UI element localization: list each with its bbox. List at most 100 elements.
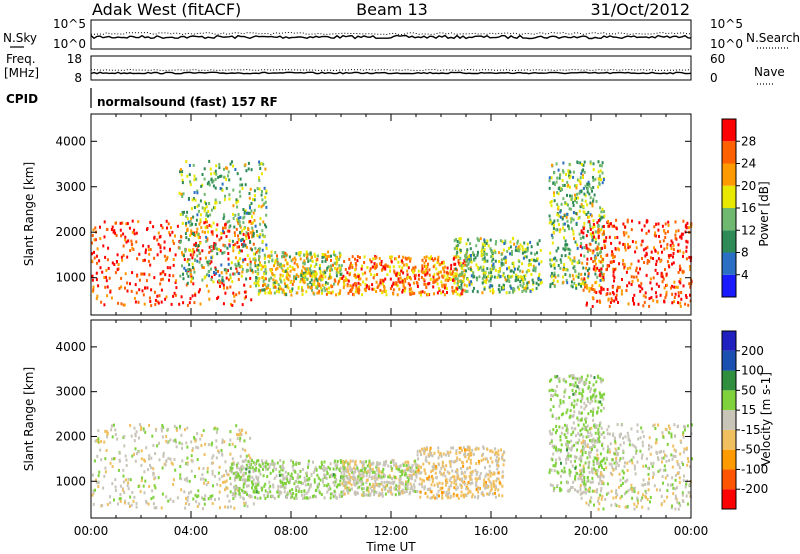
- data-cell: [577, 423, 580, 427]
- data-cell: [677, 291, 680, 295]
- data-cell: [166, 441, 169, 445]
- data-cell: [573, 197, 576, 201]
- data-cell: [579, 176, 582, 180]
- power-cells: [91, 159, 693, 308]
- data-cell: [402, 488, 405, 492]
- data-cell: [551, 222, 554, 226]
- data-cell: [184, 249, 187, 253]
- data-cell: [152, 495, 155, 499]
- data-cell: [191, 266, 194, 269]
- data-cell: [349, 488, 351, 492]
- data-cell: [332, 495, 335, 499]
- data-cell: [501, 484, 504, 488]
- data-cell: [96, 454, 99, 458]
- data-cell: [600, 286, 603, 290]
- data-cell: [415, 281, 418, 284]
- data-cell: [603, 436, 606, 439]
- data-cell: [373, 484, 376, 488]
- data-cell: [306, 278, 309, 281]
- data-cell: [559, 228, 562, 232]
- data-cell: [366, 464, 369, 468]
- data-cell: [551, 163, 553, 167]
- data-cell: [684, 302, 687, 306]
- data-cell: [484, 271, 487, 275]
- data-cell: [312, 270, 315, 274]
- data-cell: [486, 267, 489, 271]
- data-cell: [390, 255, 393, 259]
- data-cell: [349, 465, 352, 469]
- data-cell: [134, 283, 137, 287]
- data-cell: [496, 275, 499, 279]
- data-cell: [318, 277, 321, 281]
- data-cell: [264, 265, 267, 269]
- data-cell: [138, 278, 141, 282]
- data-cell: [682, 219, 685, 223]
- data-cell: [166, 255, 169, 259]
- data-cell: [509, 275, 512, 279]
- data-cell: [330, 264, 333, 268]
- data-cell: [189, 268, 192, 272]
- data-cell: [329, 496, 332, 500]
- data-cell: [110, 428, 113, 432]
- data-cell: [473, 286, 475, 290]
- data-cell: [463, 493, 466, 497]
- data-cell: [413, 274, 416, 278]
- data-cell: [446, 470, 449, 474]
- data-cell: [181, 211, 184, 214]
- data-cell: [265, 271, 268, 275]
- data-cell: [404, 484, 407, 488]
- data-cell: [531, 288, 534, 292]
- data-cell: [191, 198, 194, 202]
- data-cell: [111, 261, 114, 265]
- data-cell: [161, 466, 164, 470]
- data-cell: [463, 474, 466, 478]
- data-cell: [137, 485, 140, 488]
- data-cell: [557, 376, 560, 380]
- data-cell: [288, 481, 291, 485]
- data-cell: [116, 502, 119, 506]
- data-cell: [458, 241, 461, 245]
- data-cell: [652, 257, 654, 260]
- data-cell: [489, 449, 492, 453]
- data-cell: [240, 249, 243, 253]
- data-cell: [582, 186, 585, 190]
- data-cell: [626, 220, 629, 224]
- data-cell: [635, 269, 638, 273]
- data-cell: [336, 255, 339, 259]
- data-cell: [241, 464, 244, 468]
- data-cell: [239, 436, 242, 440]
- data-cell: [367, 489, 370, 493]
- data-cell: [249, 436, 252, 440]
- data-cell: [235, 424, 238, 428]
- data-cell: [621, 278, 623, 281]
- data-cell: [560, 469, 563, 473]
- data-cell: [115, 234, 118, 237]
- data-cell: [258, 160, 261, 164]
- data-cell: [258, 258, 260, 262]
- data-cell: [399, 492, 402, 496]
- data-cell: [218, 201, 221, 205]
- data-cell: [503, 459, 505, 462]
- data-cell: [456, 277, 459, 281]
- data-cell: [307, 463, 310, 467]
- data-cell: [513, 267, 516, 271]
- data-cell: [239, 231, 241, 235]
- data-cell: [310, 473, 313, 476]
- data-cell: [335, 293, 337, 297]
- data-cell: [682, 251, 685, 255]
- data-cell: [564, 201, 567, 204]
- data-cell: [306, 271, 309, 275]
- data-cell: [611, 291, 614, 294]
- data-cell: [97, 439, 100, 443]
- data-cell: [101, 504, 104, 507]
- data-cell: [346, 271, 349, 275]
- data-cell: [460, 446, 462, 450]
- data-cell: [676, 249, 679, 253]
- data-cell: [358, 485, 361, 489]
- data-cell: [231, 457, 234, 461]
- data-cell: [559, 489, 562, 493]
- data-cell: [552, 181, 555, 185]
- data-cell: [375, 483, 378, 487]
- data-cell: [301, 278, 304, 282]
- data-cell: [393, 463, 396, 467]
